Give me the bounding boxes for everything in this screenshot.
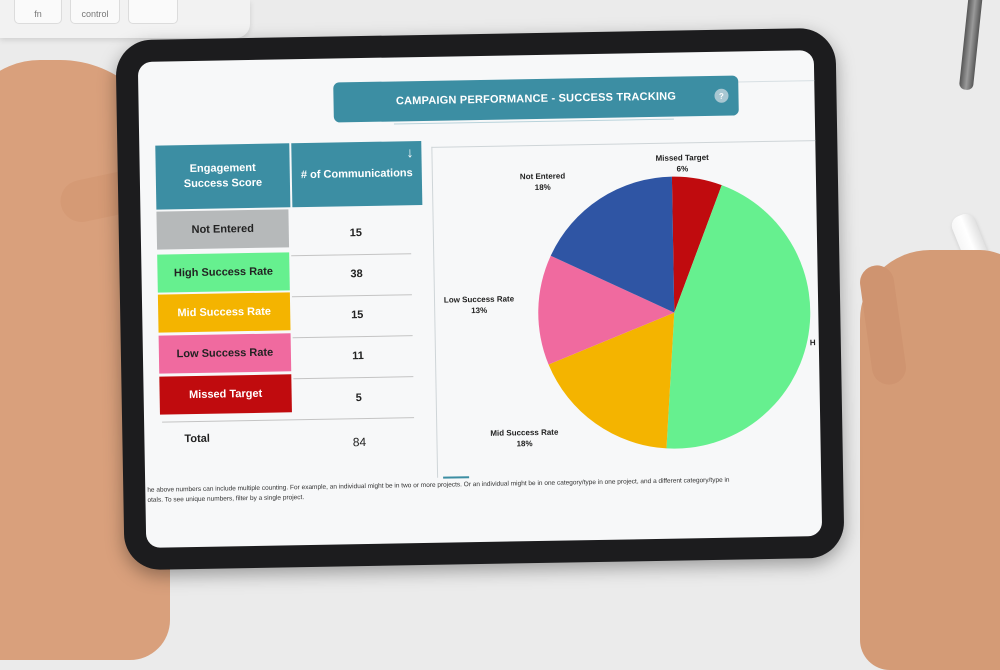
total-label: Total	[184, 432, 210, 446]
pie-slice-mid-success-rate[interactable]	[548, 312, 677, 451]
header-engagement-score[interactable]: Engagement Success Score	[155, 143, 291, 210]
row-low-success-value: 11	[352, 350, 364, 363]
row-high-success-label[interactable]: High Success Rate	[157, 252, 290, 293]
pen	[958, 0, 984, 91]
total-divider	[162, 417, 415, 423]
row-mid-success-label[interactable]: Mid Success Rate	[157, 292, 291, 333]
row-low-success-label[interactable]: Low Success Rate	[158, 333, 292, 374]
pie-slice-low-success-rate[interactable]	[537, 254, 675, 365]
tablet: CAMPAIGN PERFORMANCE - SUCCESS TRACKING …	[115, 27, 845, 571]
footnote: he above numbers can include multiple co…	[147, 474, 821, 506]
pie-label-not-entered: Not Entered 18%	[519, 171, 566, 193]
pie-label-high-success: H	[809, 338, 816, 348]
row-not-entered-label[interactable]: Not Entered	[156, 209, 290, 250]
keyboard: fn control	[0, 0, 250, 38]
sort-down-icon[interactable]: ↓	[406, 144, 414, 161]
legend-marker	[443, 476, 470, 479]
row-missed-target-value: 5	[355, 392, 362, 405]
pie-label-low-success: Low Success Rate 13%	[443, 294, 515, 316]
total-value: 84	[352, 435, 367, 450]
row-mid-success-value: 15	[351, 309, 364, 322]
row-not-entered-value: 15	[349, 227, 363, 240]
row-missed-target-label[interactable]: Missed Target	[159, 374, 292, 415]
key-blank	[128, 0, 178, 24]
pie-slice-missed-target[interactable]	[671, 176, 724, 313]
dashboard-title-bar: CAMPAIGN PERFORMANCE - SUCCESS TRACKING …	[333, 75, 739, 123]
pie-label-mid-success: Mid Success Rate 18%	[490, 427, 559, 449]
key-control: control	[70, 0, 120, 24]
header-communications[interactable]: ↓ # of Communications	[291, 141, 423, 208]
row-high-success-value: 38	[350, 268, 363, 281]
success-pie-chart[interactable]	[431, 140, 821, 477]
dashboard-title: CAMPAIGN PERFORMANCE - SUCCESS TRACKING	[395, 90, 677, 108]
header-engagement-score-label: Engagement Success Score	[183, 161, 263, 191]
help-icon[interactable]: ?	[714, 88, 729, 103]
pie-slice-high-success-rate[interactable]	[662, 184, 813, 449]
dashboard-screen: CAMPAIGN PERFORMANCE - SUCCESS TRACKING …	[137, 50, 823, 548]
pie-slice-not-entered[interactable]	[549, 176, 675, 315]
pie-label-missed-target: Missed Target 6%	[655, 152, 709, 174]
key-fn: fn	[14, 0, 62, 24]
header-rule	[738, 80, 819, 83]
header-communications-label: # of Communications	[300, 166, 413, 181]
